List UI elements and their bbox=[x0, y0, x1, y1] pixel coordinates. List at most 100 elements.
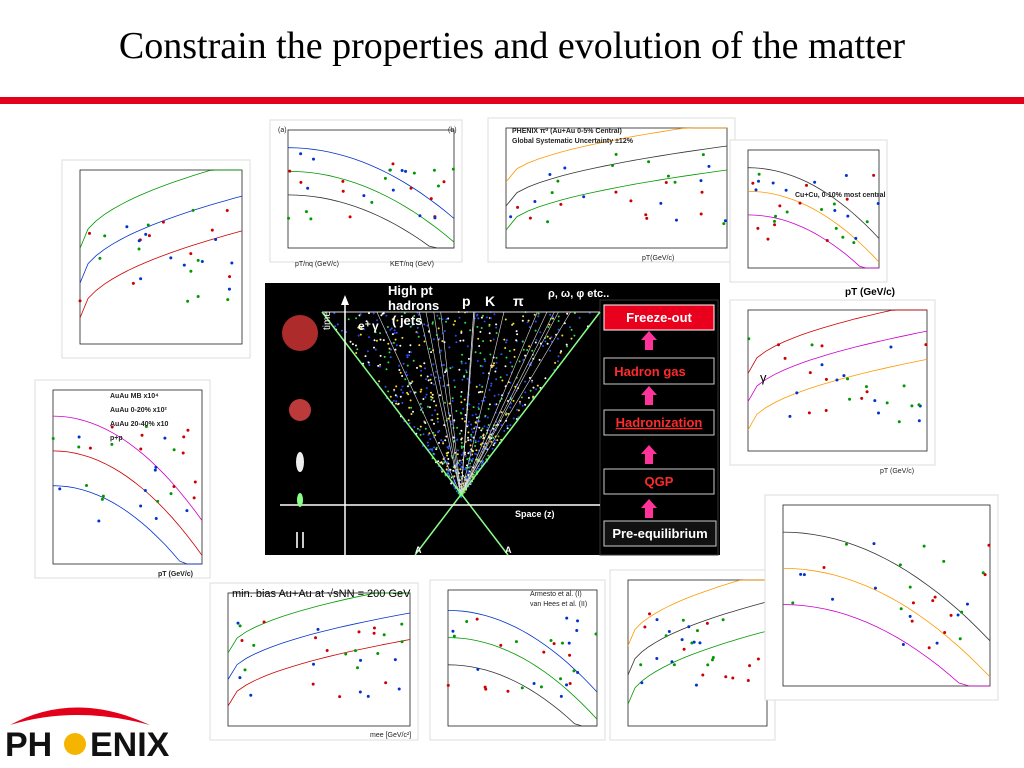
decor-point bbox=[647, 160, 651, 164]
decor-point bbox=[499, 643, 503, 647]
slide-title: Constrain the properties and evolution o… bbox=[119, 25, 906, 67]
particle-dot bbox=[460, 465, 463, 468]
particle-dot bbox=[385, 314, 388, 317]
decor-point bbox=[309, 217, 313, 221]
particle-dot bbox=[534, 320, 537, 323]
decor-point bbox=[872, 542, 876, 546]
particle-dot bbox=[504, 365, 507, 368]
decor-point bbox=[397, 687, 401, 691]
particle-dot bbox=[453, 419, 456, 422]
decor-point bbox=[103, 234, 107, 238]
particle-dot bbox=[425, 387, 428, 390]
particle-dot bbox=[464, 455, 467, 457]
particle-dot bbox=[483, 425, 486, 428]
particle-dot bbox=[453, 379, 456, 382]
particle-dot bbox=[463, 398, 466, 401]
particle-dot bbox=[358, 314, 361, 317]
particle-dot bbox=[426, 324, 429, 327]
particle-dot bbox=[440, 461, 443, 464]
decor-curve bbox=[747, 190, 880, 263]
particle-dot bbox=[477, 408, 480, 410]
decor-point bbox=[917, 403, 921, 407]
particle-label: e⁺ bbox=[358, 319, 371, 333]
particle-dot bbox=[512, 399, 515, 402]
decor-point bbox=[751, 181, 755, 185]
particle-dot bbox=[419, 402, 422, 405]
particle-dot bbox=[459, 432, 461, 435]
particle-dot bbox=[470, 428, 473, 431]
decor-point bbox=[532, 681, 536, 685]
particle-dot bbox=[408, 354, 411, 357]
particle-dot bbox=[535, 339, 538, 341]
decor-point bbox=[655, 656, 659, 660]
particle-dot bbox=[455, 410, 458, 412]
particle-dot bbox=[512, 322, 515, 325]
particle-dot bbox=[443, 461, 446, 463]
particle-dot bbox=[532, 386, 535, 389]
particle-dot bbox=[393, 329, 396, 332]
particle-dot bbox=[460, 360, 463, 363]
particle-dot bbox=[464, 414, 467, 416]
decor-curve bbox=[627, 601, 768, 676]
logo-sun bbox=[64, 733, 86, 755]
decor-point bbox=[917, 419, 921, 423]
decor-point bbox=[404, 169, 408, 173]
particle-dot bbox=[470, 435, 473, 438]
particle-dot bbox=[392, 341, 395, 344]
axis-label: pT (GeV/c) bbox=[880, 468, 914, 475]
decor-point bbox=[78, 299, 82, 303]
decor-point bbox=[228, 275, 232, 279]
particle-dot bbox=[481, 399, 484, 402]
particle-dot bbox=[449, 414, 452, 417]
particle-dot bbox=[472, 406, 475, 409]
particle-dot bbox=[546, 342, 549, 345]
decor-point bbox=[674, 218, 678, 222]
particle-dot bbox=[464, 321, 467, 324]
particle-dot bbox=[368, 336, 370, 339]
particle-dot bbox=[412, 359, 415, 362]
particle-dot bbox=[552, 317, 554, 320]
decor-point bbox=[824, 377, 828, 381]
stage-box bbox=[603, 520, 717, 547]
particle-dot bbox=[460, 401, 463, 404]
particle-dot bbox=[436, 420, 439, 423]
decor-point bbox=[784, 188, 788, 192]
particle-dot bbox=[355, 352, 358, 354]
decor-curve bbox=[287, 147, 455, 219]
decor-point bbox=[325, 648, 329, 652]
particle-dot bbox=[430, 373, 433, 376]
particle-dot bbox=[443, 330, 446, 332]
particle-dot bbox=[484, 396, 487, 399]
particle-dot bbox=[494, 439, 497, 442]
particle-dot bbox=[413, 426, 416, 428]
particle-dot bbox=[430, 395, 433, 398]
particle-dot bbox=[544, 377, 547, 380]
decor-point bbox=[854, 236, 858, 240]
particle-dot bbox=[416, 331, 419, 334]
particle-dot bbox=[494, 370, 497, 373]
decor-point bbox=[568, 653, 572, 657]
decor-point bbox=[559, 202, 563, 206]
decor-point bbox=[825, 239, 829, 243]
decor-point bbox=[820, 344, 824, 348]
particle-track bbox=[376, 311, 462, 496]
particle-label: γ bbox=[372, 319, 379, 333]
particle-dot bbox=[489, 317, 492, 320]
decor-point bbox=[475, 617, 479, 621]
arrow bbox=[641, 499, 657, 518]
particle-dot bbox=[396, 319, 399, 322]
particle-dot bbox=[573, 312, 576, 315]
particle-dot bbox=[537, 312, 540, 315]
particle-dot bbox=[437, 460, 440, 463]
particle-dot bbox=[490, 384, 493, 387]
particle-dot bbox=[442, 385, 445, 387]
decor-point bbox=[614, 190, 618, 194]
particle-dot bbox=[425, 393, 428, 396]
particle-dot bbox=[453, 420, 456, 423]
particle-dot bbox=[430, 382, 433, 384]
decor-curve bbox=[227, 592, 410, 654]
particle-dot bbox=[460, 429, 463, 432]
particle-dot bbox=[347, 318, 350, 321]
particle-dot bbox=[474, 452, 476, 455]
decor-point bbox=[520, 686, 524, 690]
